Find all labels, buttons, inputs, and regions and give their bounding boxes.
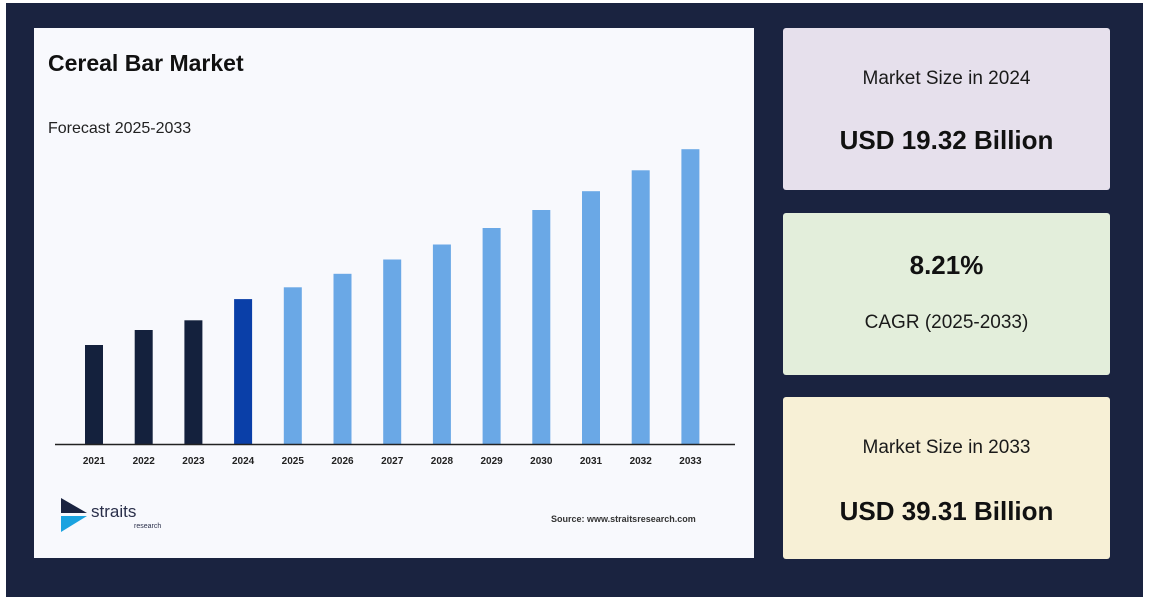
market-size-2033-label: Market Size in 2033 xyxy=(862,437,1031,458)
source-citation: Source: www.straitsresearch.com xyxy=(551,514,696,524)
x-tick-label: 2028 xyxy=(431,456,454,467)
x-tick-label: 2022 xyxy=(133,456,156,467)
bar-2021 xyxy=(85,345,103,444)
x-tick-label: 2023 xyxy=(182,456,205,467)
straits-logo: straits research xyxy=(61,498,171,538)
bar-chart: 2021 2022 2023 2024 2025 2026 2027 2028 2029 2030… xyxy=(55,149,735,467)
bar-2024 xyxy=(234,299,253,444)
logo-wordmark: straits xyxy=(91,502,137,521)
bar-2027 xyxy=(383,259,402,444)
x-tick-label: 2033 xyxy=(679,456,702,467)
market-size-2024-label: Market Size in 2024 xyxy=(862,68,1031,89)
bar-2033 xyxy=(681,149,700,444)
chart-subtitle: Forecast 2025-2033 xyxy=(48,120,192,137)
bar-2030 xyxy=(532,210,551,444)
bar-2032 xyxy=(631,170,650,445)
bar-2022 xyxy=(134,330,153,444)
bar-2029 xyxy=(482,228,501,444)
cagr-card: 8.21% CAGR (2025-2033) xyxy=(783,213,1110,375)
x-tick-label: 2024 xyxy=(232,456,255,467)
x-tick-label: 2026 xyxy=(331,456,354,467)
bar-2025 xyxy=(283,287,302,445)
market-size-2033-value: USD 39.31 Billion xyxy=(839,496,1054,526)
cagr-label: CAGR (2025-2033) xyxy=(864,312,1029,333)
bar-2023 xyxy=(184,320,203,445)
x-tick-label: 2029 xyxy=(480,456,503,467)
chart-panel: Cereal Bar Market Forecast 2025-2033 202… xyxy=(34,28,754,558)
chart-title: Cereal Bar Market xyxy=(48,50,244,76)
straits-arrow-logo-icon xyxy=(61,498,87,532)
cagr-value: 8.21% xyxy=(909,250,984,280)
logo-subtext: research xyxy=(134,523,162,530)
x-tick-label: 2027 xyxy=(381,456,404,467)
x-tick-label: 2030 xyxy=(530,456,553,467)
x-tick-label: 2025 xyxy=(282,456,305,467)
market-size-2024-value: USD 19.32 Billion xyxy=(839,125,1054,155)
x-tick-label: 2032 xyxy=(630,456,653,467)
market-size-2033-card: Market Size in 2033 USD 39.31 Billion xyxy=(783,397,1110,559)
bar-2031 xyxy=(582,191,600,444)
x-tick-label: 2021 xyxy=(83,456,106,467)
market-size-2024-card: Market Size in 2024 USD 19.32 Billion xyxy=(783,28,1110,190)
bar-2026 xyxy=(333,273,352,445)
bar-2028 xyxy=(432,244,451,444)
x-tick-label: 2031 xyxy=(580,456,603,467)
